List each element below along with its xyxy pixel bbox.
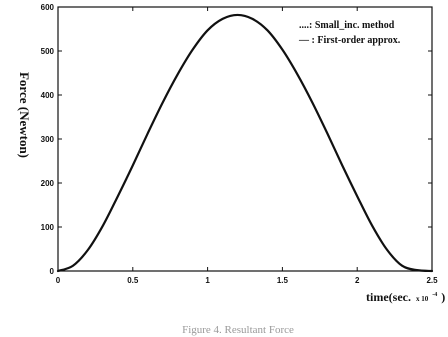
y-tick-label: 500 xyxy=(41,47,55,56)
series-line-first-order-approx xyxy=(56,13,434,273)
y-tick-label: 400 xyxy=(41,91,55,100)
x-tick-label: 0.5 xyxy=(127,276,139,285)
x-axis-label: time(sec. x 10 -4 ) xyxy=(366,285,445,304)
y-axis-label: Force (Newton) xyxy=(17,72,32,158)
x-tick-label: 1.5 xyxy=(277,276,289,285)
x-tick-label: 2.5 xyxy=(426,276,438,285)
y-tick-label: 200 xyxy=(41,179,55,188)
legend-entry-small-inc-method: ....: Small_inc. method xyxy=(299,20,395,31)
y-tick-label: 300 xyxy=(41,135,55,144)
x-tick-label: 2 xyxy=(355,276,360,285)
y-tick-label: 600 xyxy=(41,3,55,12)
x-tick-label: 1 xyxy=(205,276,210,285)
legend: ....: Small_inc. method — : First-order … xyxy=(298,20,401,46)
x-axis-label-multiplier: x 10 xyxy=(416,295,429,303)
plot-area: 0 0.5 1 1.5 2 2.5 0 100 200 300 400 500 600 xyxy=(41,3,438,285)
x-axis-label-exponent: -4 xyxy=(432,292,437,298)
y-tick-label: 0 xyxy=(50,267,55,276)
figure-caption: Figure 4. Resultant Force xyxy=(182,324,294,336)
x-axis-label-close: ) xyxy=(441,290,445,304)
x-tick-label: 0 xyxy=(56,276,61,285)
legend-entry-first-order-approx: — : First-order approx. xyxy=(298,35,401,46)
y-tick-label: 100 xyxy=(41,223,55,232)
x-axis-label-text: time(sec. xyxy=(366,290,411,304)
